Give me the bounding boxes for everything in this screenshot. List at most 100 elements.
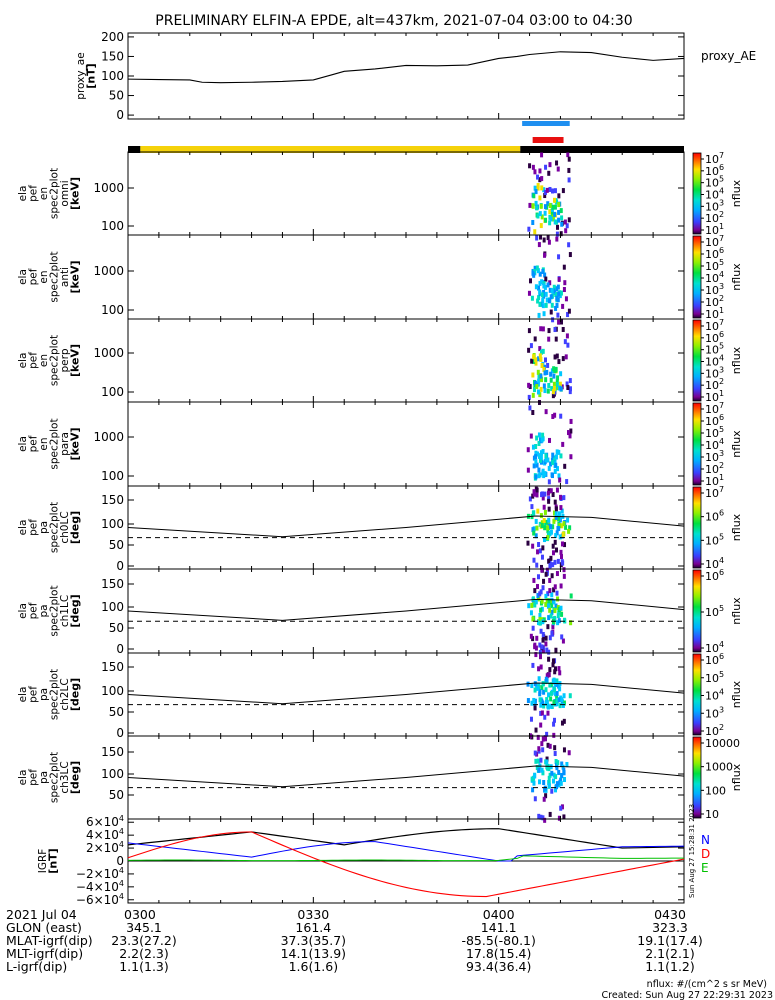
y-axis-label-line: [deg] [68, 678, 81, 711]
perp-pixel [557, 385, 561, 391]
ch3LC-pixel [557, 815, 561, 821]
ch1LC-pixel [534, 652, 538, 658]
ch1LC-pixel [569, 593, 573, 599]
anti-pixel [543, 284, 547, 290]
omni-pixel [549, 216, 553, 222]
ch1LC-spectrogram [527, 570, 573, 658]
ch1LC-pixel [536, 574, 540, 580]
ch1LC-pixel [556, 620, 560, 626]
perp-pixel [553, 354, 557, 360]
ch3LC-colorbar-label: nflux [730, 763, 743, 791]
ch2LC-ytick-label: 50 [109, 705, 124, 719]
perp-pixel [543, 388, 547, 394]
ch1LC-pixel [534, 645, 538, 651]
omni-pixel [536, 213, 540, 219]
y-axis-label-line: spec2plot [48, 418, 60, 469]
ch2LC-pixel [526, 698, 530, 704]
y-axis-label-line: ch3LC [59, 761, 71, 793]
perp-ytick-label: 1000 [93, 346, 124, 360]
anti-pixel [552, 284, 556, 290]
ch1LC-pixel [562, 617, 566, 623]
ch3LC-pixel [559, 780, 563, 786]
proxy-ae-ytick-label: 150 [101, 49, 124, 63]
omni-pixel [540, 185, 544, 191]
ch2LC-pixel [537, 676, 541, 682]
para-pixel [569, 454, 573, 460]
y-axis-label-line: ela [17, 269, 29, 285]
perp-pixel [546, 388, 550, 394]
ch3LC-pixel [541, 747, 545, 753]
ch1LC-pixel [561, 638, 565, 644]
anti-pixel [544, 291, 548, 297]
ch1LC-pixel [541, 585, 545, 591]
ch1LC-pixel [533, 642, 537, 648]
omni-pixel [551, 188, 555, 194]
omni-pixel [550, 208, 554, 214]
orbit-value: 37.3(35.7) [281, 933, 346, 948]
para-pixel [554, 454, 558, 460]
ch2LC-pixel [555, 698, 559, 704]
ch2LC-pixel [533, 705, 537, 711]
para-pixel [565, 479, 569, 485]
igrf-d-line [127, 831, 685, 898]
perp-pixel [529, 343, 533, 349]
omni-pixel [567, 217, 571, 223]
anti-pixel [536, 298, 540, 304]
y-axis-label-line: [deg] [68, 761, 81, 794]
ch2LC-pixel [560, 697, 564, 703]
para-pixel [569, 418, 573, 424]
y-axis-label-line: pa [38, 521, 50, 534]
y-axis-label-line: [nT] [46, 848, 59, 873]
ch2LC-pixel [529, 716, 533, 722]
ch1LC-pixel [559, 583, 563, 589]
perp-pixel [536, 381, 540, 387]
perp-pixel [541, 326, 545, 332]
ch1LC-colorbar-label: nflux [730, 597, 743, 625]
para-pixel [569, 428, 573, 434]
ch3LC-pixel [537, 813, 541, 819]
ch0LC-pixel [528, 496, 532, 502]
proxy-ae-ytick-label: 200 [101, 30, 124, 44]
ch0LC-pixel [551, 524, 555, 530]
ch3LC-pixel [538, 779, 542, 785]
para-pixel [540, 437, 544, 443]
y-axis-label-line: proxy_ae [75, 52, 87, 99]
para-pixel [559, 413, 563, 419]
omni-pixel [554, 219, 558, 225]
perp-pixel [555, 382, 559, 388]
ch2LC-pixel [533, 687, 537, 693]
ch3LC-ytick-label: 150 [101, 745, 124, 759]
ch0LC-pixel [526, 540, 530, 546]
ch0LC-pixel [540, 567, 544, 573]
orbit-time-0300: 0300 [124, 907, 156, 922]
y-axis-label-line: pef [27, 268, 39, 285]
omni-pixel [536, 174, 540, 180]
ch0LC-pixel [564, 524, 568, 530]
omni-pixel [567, 167, 571, 173]
anti-pixel [567, 308, 571, 314]
perp-pixel [547, 382, 551, 388]
para-pixel [538, 472, 542, 478]
anti-pixel [543, 252, 547, 258]
ch2LC-pixel [553, 669, 557, 675]
ch1LC-pixel [550, 592, 554, 598]
ch2LC-pixel [547, 672, 551, 678]
ch2LC-ytick-label: 150 [101, 660, 124, 674]
ch2LC-pixel [534, 727, 538, 733]
para-pixel [539, 454, 543, 460]
para-pixel [541, 468, 545, 474]
y-axis-label-line: en [38, 270, 50, 283]
ch1LC-pixel [531, 596, 535, 602]
blue-bar [522, 121, 570, 126]
anti-pixel [540, 292, 544, 298]
ch0LC-pixel [543, 491, 547, 497]
ch1LC-pixel [546, 591, 550, 597]
perp-pixel [532, 358, 536, 364]
anti-pixel [534, 284, 538, 290]
ch2LC-pixel [530, 700, 534, 706]
orbit-value: 161.4 [295, 920, 331, 935]
anti-frame [127, 234, 685, 320]
ch1LC-pixel [548, 577, 552, 583]
orbit-row-label: MLT-igrf(dip) [6, 946, 83, 961]
